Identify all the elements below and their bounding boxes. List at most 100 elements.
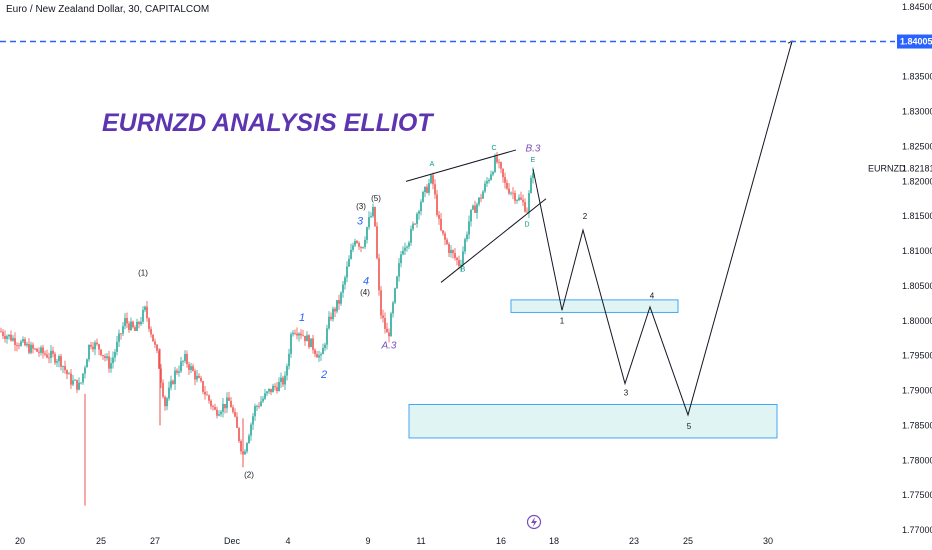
candle-body [394,288,396,303]
candle-body [344,277,346,285]
candle-body [308,335,310,348]
lightning-icon[interactable] [526,514,542,530]
candle-body [380,290,382,316]
candle-body [116,341,118,352]
candle-body [34,348,36,350]
candle-body [462,251,464,265]
wave-label: (2) [244,471,254,480]
candle-body [340,292,342,304]
candle-body [22,339,24,342]
candle-body [266,391,268,394]
candle-body [456,257,458,261]
price-tick: 1.80500 [902,281,932,291]
candle-body [290,334,292,354]
wave-label-blue: 1 [299,312,305,324]
candle-body [300,333,302,336]
candle-body [324,344,326,349]
target-zone-1 [510,299,679,313]
candle-body [240,441,242,452]
candle-body [356,241,358,243]
wave-labels: (1) (2) (3) (4) (5) 1 2 3 4 5 1 2 3 4 A B C D E A.3 B.3 [138,143,692,479]
candle-body [276,387,278,392]
candle-body [250,424,252,436]
candle-body [278,382,280,392]
wave-label-teal: C [491,145,496,152]
candle-body [102,355,104,357]
candle-body [214,406,216,410]
candle-body [56,361,58,363]
time-tick: 16 [496,536,506,546]
candle-body [30,344,32,353]
candle-body [322,348,324,355]
candle-body [80,382,82,384]
candle-body [82,373,84,383]
candle-body [392,302,394,314]
candle-body [434,184,436,195]
candle-body [138,321,140,325]
price-tick: 1.81500 [902,211,932,221]
candle-body [436,194,438,216]
candle-body [460,264,462,266]
wave-trend-line-2 [440,198,547,283]
candle-body [142,309,144,322]
candle-body [96,342,98,345]
candle-body [152,334,154,342]
candle-body [410,229,412,243]
candle-body [110,363,112,369]
candle-body [122,326,124,334]
time-tick: 20 [15,536,25,546]
candle-body [384,317,386,329]
candle-body [70,373,72,385]
candle-body [130,321,132,330]
candle-body [6,336,8,339]
candle-body [274,385,276,388]
candle-body [112,357,114,364]
candle-body [230,400,232,408]
price-tick: 1.83000 [902,107,932,117]
candle-body [270,388,272,393]
candle-body [376,226,378,259]
candle-body [400,254,402,264]
price-tick: 1.78500 [902,420,932,430]
candle-body [334,308,336,312]
candle-body [86,359,88,368]
candle-body [424,186,426,192]
candle-body [488,179,490,182]
candle-body [298,333,300,336]
candle-body [224,403,226,409]
candle-body [74,379,76,381]
price-tick: 1.81000 [902,246,932,256]
candle-body [134,327,136,331]
candle-body [12,338,14,341]
candle-body [514,193,516,201]
time-tick: 11 [416,536,425,546]
candle-body [320,354,322,356]
candle-body [404,247,406,251]
candle-body [106,356,108,359]
candle-body [14,338,16,345]
candle-body [88,344,90,360]
candle-body [442,230,444,234]
candle-body [508,188,510,194]
candle-body [282,377,284,385]
candle-body [352,245,354,250]
candle-body [528,193,530,212]
candle-body [198,375,200,378]
candle-body [114,351,116,358]
candle-body [428,183,430,193]
candle-body [4,335,6,339]
candle-body [254,406,256,417]
time-tick: 25 [96,536,106,546]
candle-body [432,175,434,185]
candle-body [366,227,368,240]
candle-body [0,331,2,333]
candle-body [506,182,508,189]
candle-body [120,333,122,335]
candle-body [36,348,38,352]
candle-body [78,382,80,390]
candle-body [186,354,188,365]
wave-label: 3 [624,388,629,397]
candle-body [464,239,466,252]
target-zones [408,299,778,439]
